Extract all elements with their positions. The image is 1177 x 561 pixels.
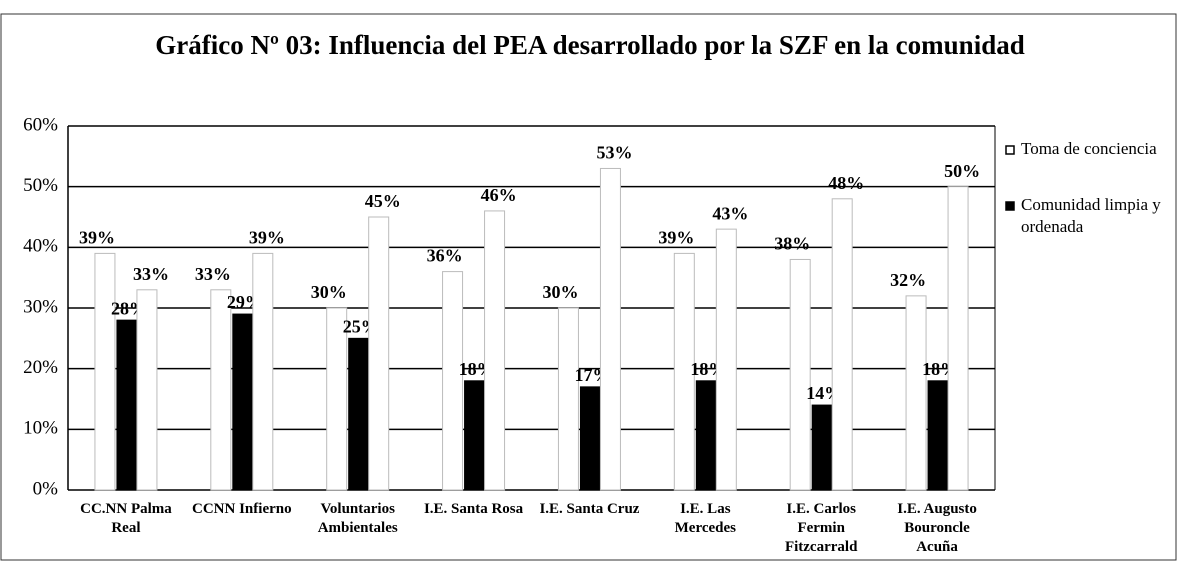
y-tick-label: 30% bbox=[23, 296, 58, 317]
y-tick-label: 10% bbox=[23, 418, 58, 439]
bar bbox=[136, 289, 158, 491]
bar bbox=[348, 337, 370, 491]
bar bbox=[484, 210, 506, 491]
bar bbox=[368, 216, 390, 491]
bar bbox=[695, 380, 717, 491]
bar bbox=[464, 380, 486, 491]
legend-swatch bbox=[1005, 201, 1015, 211]
frame bbox=[0, 13, 1177, 561]
bar bbox=[232, 313, 254, 491]
x-tick-label: I.E. Las Mercedes bbox=[674, 501, 736, 536]
x-tick-label: I.E. Santa Rosa bbox=[423, 501, 524, 517]
legend-label: Toma de conciencia bbox=[1021, 139, 1157, 158]
bar bbox=[905, 295, 927, 491]
value-label: 45% bbox=[365, 191, 401, 211]
x-tick-label: I.E. Augusto Bouroncle Acuña bbox=[897, 501, 977, 555]
bar bbox=[947, 186, 969, 491]
bar bbox=[789, 258, 811, 491]
bar bbox=[673, 252, 695, 491]
value-label: 39% bbox=[249, 228, 285, 248]
legend-label: Comunidad limpia y ordenada bbox=[1021, 195, 1161, 236]
chart-title: Gráfico Nº 03: Influencia del PEA desarr… bbox=[155, 30, 1025, 60]
bar bbox=[557, 307, 579, 491]
bar bbox=[715, 228, 737, 491]
y-tick-label: 40% bbox=[23, 236, 58, 257]
bar bbox=[811, 404, 833, 491]
bar bbox=[927, 380, 949, 491]
value-label: 33% bbox=[133, 264, 169, 284]
bar bbox=[599, 167, 621, 491]
bar bbox=[442, 271, 464, 491]
bar bbox=[116, 319, 138, 491]
y-tick-label: 20% bbox=[23, 357, 58, 378]
value-label: 30% bbox=[311, 282, 347, 302]
y-tick-label: 50% bbox=[23, 175, 58, 196]
value-label: 39% bbox=[79, 228, 115, 248]
bar bbox=[326, 307, 348, 491]
bar bbox=[579, 386, 601, 491]
x-tick-label: CCNN Infierno bbox=[192, 501, 292, 517]
y-tick-label: 0% bbox=[33, 478, 59, 499]
y-tick-label: 60% bbox=[23, 114, 58, 135]
value-label: 30% bbox=[542, 282, 578, 302]
x-tick-label: I.E. Carlos Fermin Fitzcarrald bbox=[784, 501, 858, 555]
value-label: 50% bbox=[944, 161, 980, 181]
bar bbox=[94, 252, 116, 491]
value-label: 39% bbox=[658, 228, 694, 248]
value-label: 38% bbox=[774, 234, 810, 254]
value-label: 46% bbox=[481, 185, 517, 205]
value-label: 36% bbox=[427, 246, 463, 266]
legend-swatch bbox=[1005, 145, 1015, 155]
value-label: 43% bbox=[712, 203, 748, 223]
bar bbox=[252, 252, 274, 491]
value-label: 53% bbox=[596, 143, 632, 163]
value-label: 48% bbox=[828, 173, 864, 193]
x-tick-label: Voluntarios Ambientales bbox=[317, 501, 398, 536]
bar bbox=[210, 289, 232, 491]
bar bbox=[831, 198, 853, 491]
value-label: 32% bbox=[890, 270, 926, 290]
x-tick-label: CC.NN Palma Real bbox=[80, 501, 172, 536]
x-tick-label: I.E. Santa Cruz bbox=[539, 501, 640, 517]
value-label: 33% bbox=[195, 264, 231, 284]
